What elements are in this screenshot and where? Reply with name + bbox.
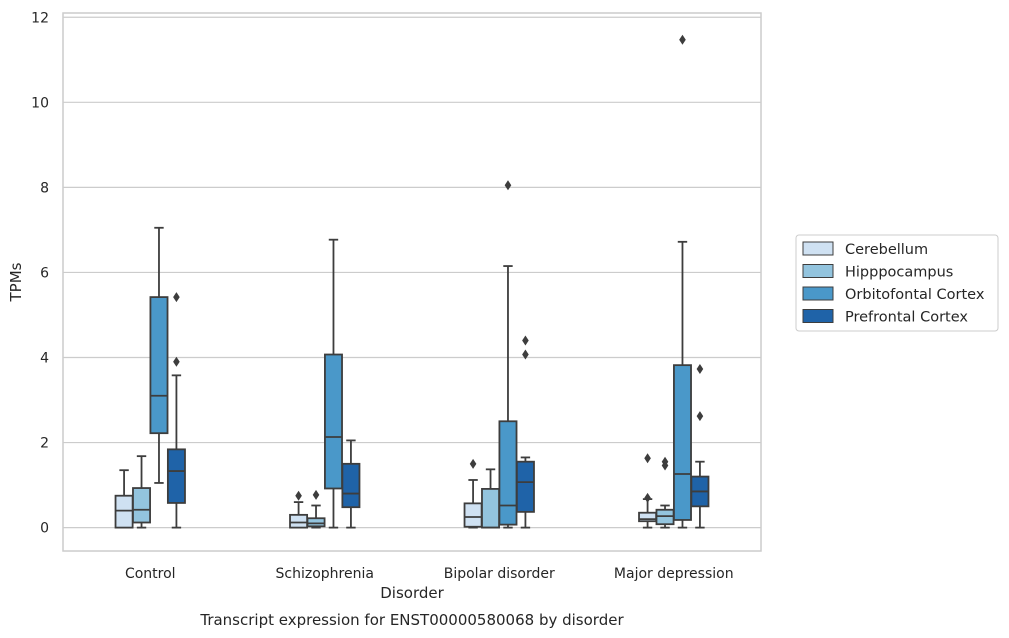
x-tick-label: Control (125, 566, 176, 582)
outlier-point (679, 34, 686, 45)
box-prefrontal-cortex (515, 335, 535, 529)
outlier-point (696, 411, 704, 422)
y-tick-label: 10 (31, 95, 49, 111)
box-series (114, 34, 710, 529)
box-iqr (114, 494, 134, 529)
box-hipppocampus (132, 455, 151, 529)
box-orbitofontal-cortex (673, 34, 692, 529)
box-iqr (306, 517, 326, 528)
x-tick-label: Major depression (614, 566, 734, 582)
box-iqr (673, 364, 692, 521)
outlier-point (295, 490, 302, 501)
legend-frame (795, 234, 999, 332)
legend-swatch (802, 286, 834, 301)
y-axis-label: TPMs (7, 262, 25, 302)
box-iqr (515, 460, 535, 513)
y-tick-labels: 0 2 4 6 8 10 12 (31, 10, 49, 536)
box-hipppocampus (655, 456, 675, 529)
outlier-point (661, 456, 669, 467)
box-orbitofontal-cortex (498, 180, 518, 529)
y-tick-label: 0 (40, 521, 49, 537)
legend-label: Prefrontal Cortex (845, 310, 968, 326)
x-axis-label: Disorder (380, 584, 444, 602)
legend-label: Orbitofontal Cortex (845, 287, 985, 303)
y-tick-label: 6 (40, 265, 49, 281)
outlier-point (469, 458, 477, 469)
outlier-point (504, 180, 512, 191)
box-hipppocampus (306, 489, 326, 529)
box-iqr (481, 488, 500, 529)
box-cerebellum (114, 469, 134, 529)
outlier-point (173, 292, 180, 303)
box-iqr (149, 296, 169, 435)
box-cerebellum (638, 453, 658, 529)
outlier-point (522, 349, 529, 360)
outlier-point (644, 453, 651, 464)
gridlines (63, 16, 761, 529)
y-tick-label: 12 (31, 10, 49, 26)
y-tick-label: 2 (40, 436, 49, 452)
box-iqr (324, 353, 343, 490)
legend-label: Hipppocampus (845, 265, 953, 281)
outlier-point (173, 356, 180, 367)
legend: Cerebellum Hipppocampus Orbitofontal Corte… (795, 234, 999, 332)
outlier-point (696, 363, 704, 374)
box-iqr (498, 420, 518, 526)
box-prefrontal-cortex (341, 439, 361, 529)
plot-area-frame (62, 12, 762, 552)
box-prefrontal-cortex (166, 292, 186, 529)
outlier-point (312, 489, 320, 500)
box-iqr (132, 487, 151, 524)
box-prefrontal-cortex (690, 363, 710, 529)
box-orbitofontal-cortex (324, 238, 343, 529)
y-tick-label: 8 (40, 180, 49, 196)
outlier-point (522, 335, 529, 346)
legend-label: Cerebellum (845, 242, 928, 258)
box-cerebellum (463, 458, 483, 529)
box-iqr (463, 502, 483, 528)
box-cerebellum (289, 490, 309, 529)
x-tick-label: Schizophrenia (276, 566, 374, 582)
outlier-point (644, 492, 651, 503)
chart-caption: Transcript expression for ENST0000058006… (199, 611, 624, 629)
x-tick-label: Bipolar disorder (444, 566, 555, 582)
box-iqr (166, 448, 186, 504)
box-iqr (289, 513, 309, 529)
legend-swatch (802, 264, 834, 278)
box-orbitofontal-cortex (149, 226, 169, 484)
box-iqr (341, 462, 361, 509)
x-tick-labels: Control Schizophrenia Bipolar disorder Majo… (125, 566, 734, 582)
legend-swatch (802, 309, 834, 323)
y-tick-label: 4 (40, 350, 49, 366)
legend-swatch (802, 241, 834, 256)
box-hipppocampus (481, 468, 500, 529)
